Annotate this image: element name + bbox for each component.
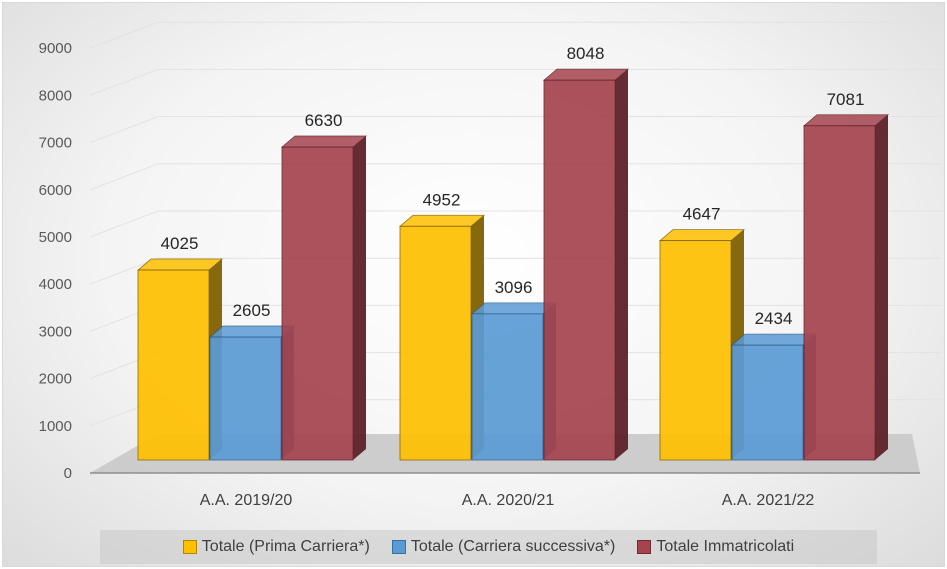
data-label: 8048 [567,44,605,63]
y-tick-label: 1000 [39,418,72,435]
data-label: 4952 [423,190,461,209]
data-label: 3096 [495,278,533,297]
y-tick-label: 0 [64,465,72,482]
bar-side [615,69,628,460]
bar-top [470,302,558,315]
data-label: 2434 [755,309,793,328]
x-tick-label: A.A. 2019/20 [200,492,293,509]
x-tick-label: A.A. 2021/22 [722,492,815,509]
legend-label-prima-carriera: Totale (Prima Carriera*) [201,538,370,555]
gridline [89,116,942,144]
legend-swatch-totale-immatricolati [637,540,652,554]
bar [803,125,876,461]
data-label: 7081 [827,90,865,109]
y-tick-label: 4000 [39,276,72,293]
bar-side [875,114,888,461]
gridline [89,163,942,191]
legend-item-prima-carriera: Totale (Prima Carriera*) [182,538,370,556]
gridline [89,21,942,49]
y-tick-label: 8000 [39,87,72,104]
bar-top [280,135,368,148]
legend-item-totale-immatricolati: Totale Immatricolati [637,538,794,556]
data-label: 4647 [683,205,721,224]
bar-side [353,136,366,460]
bar [471,313,544,461]
data-label: 2605 [233,301,271,320]
y-tick-label: 5000 [39,229,72,246]
legend-swatch-carriera-successiva [391,540,406,554]
bar-top [802,114,890,127]
bar [209,336,282,461]
chart-legend: Totale (Prima Carriera*) Totale (Carrier… [100,530,877,564]
legend-item-carriera-successiva: Totale (Carriera successiva*) [391,538,616,556]
gridline [89,210,942,238]
bar-top [136,258,224,271]
legend-swatch-prima-carriera [182,540,197,554]
bar-top [658,229,746,242]
data-label: 4025 [161,234,199,253]
legend-label-carriera-successiva: Totale (Carriera successiva*) [410,538,616,555]
gridline [89,68,942,96]
y-tick-label: 3000 [39,323,72,340]
bar [137,269,210,461]
y-tick-label: 2000 [39,371,72,388]
y-tick-label: 6000 [39,182,72,199]
bar [659,240,732,461]
bar [399,225,472,461]
bar-top [208,325,296,338]
bar [281,146,354,461]
data-label: 6630 [305,111,343,130]
bar-top [398,214,486,227]
bar-top [730,333,818,346]
bar [543,79,616,461]
y-tick-label: 7000 [39,135,72,152]
y-tick-label: 9000 [39,40,72,57]
bar [731,344,804,461]
legend-label-totale-immatricolati: Totale Immatricolati [656,538,795,555]
bar-top [542,68,630,81]
x-tick-label: A.A. 2020/21 [462,492,555,509]
